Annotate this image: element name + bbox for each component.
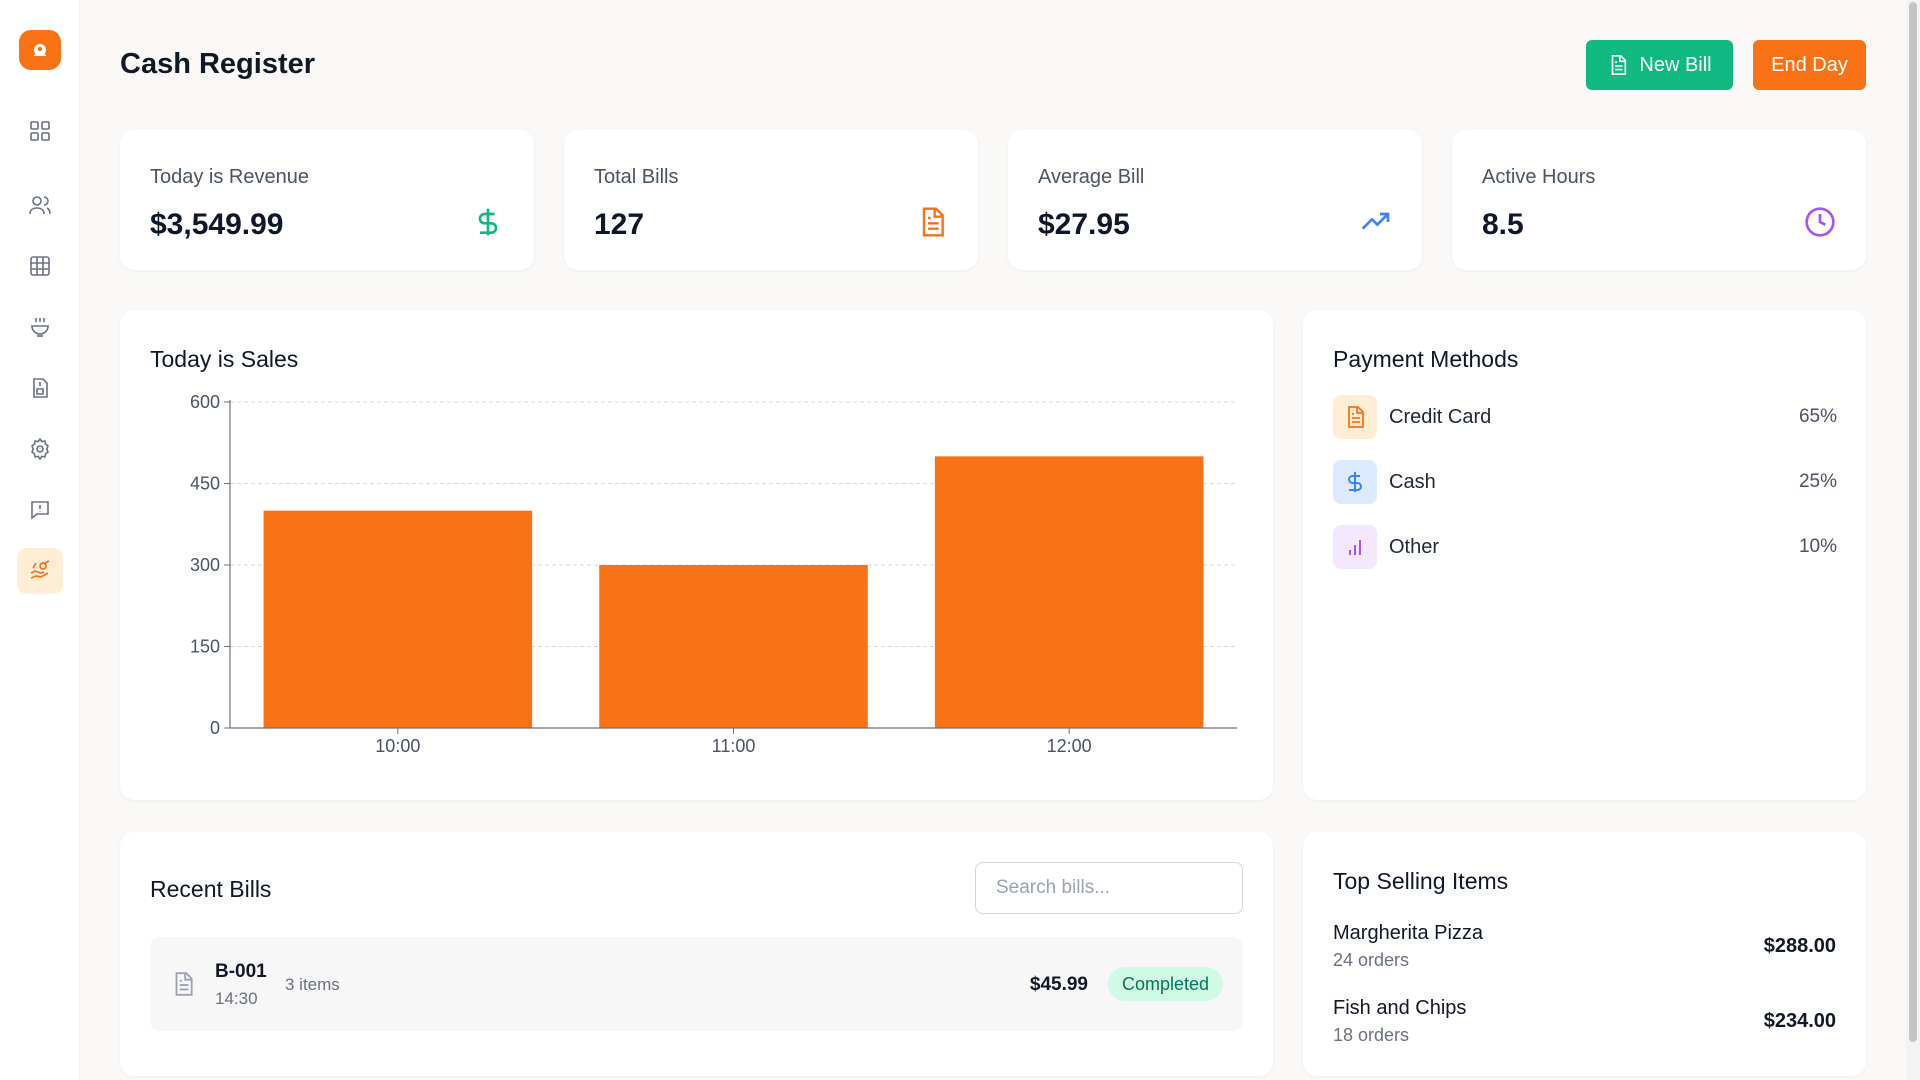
recent-bills-title: Recent Bills [150,876,272,902]
sales-bar-chart: 0 150 300 450 600 10:00 11:00 12:00 [190,392,1237,756]
payment-icon-box [1333,525,1377,569]
message-alert-icon [30,501,49,520]
clipboard-icon [32,378,48,398]
status-badge: Completed [1107,967,1223,1001]
bar [599,565,868,728]
document-icon [175,972,193,996]
document-icon [1612,55,1627,75]
item-amount: $288.00 [1763,935,1836,957]
stat-card-revenue: Today is Revenue $3,549.99 [120,130,534,270]
stat-card-average-bill: Average Bill $27.95 [1008,130,1422,270]
document-icon [1348,406,1364,428]
top-selling-card: Top Selling Items Margherita Pizza 24 or… [1303,832,1866,1076]
bar-chart-icon [1349,540,1361,555]
stat-label: Active Hours [1482,166,1596,188]
x-tick-label: 10:00 [375,736,420,756]
new-bill-button[interactable]: New Bill [1586,40,1733,90]
stat-value: $3,549.99 [150,208,284,241]
stat-card-total-bills: Total Bills 127 [564,130,978,270]
y-tick-label: 300 [190,555,220,575]
gear-icon [30,437,49,461]
table-icon [29,256,50,276]
sales-chart-card: Today is Sales 0 150 300 450 600 10:00 11:00 12… [120,310,1273,800]
stat-card-active-hours: Active Hours 8.5 [1452,130,1866,270]
sidebar [0,0,80,1080]
item-orders: 24 orders [1333,950,1410,970]
stat-label: Today is Revenue [150,166,309,188]
sidebar-item-tables[interactable] [17,243,63,289]
payment-method-other: Other 10% [1333,525,1837,569]
hand-coins-icon [30,560,49,579]
sidebar-item-feedback[interactable] [17,487,63,533]
trending-up-icon [1361,212,1390,230]
document-icon [922,207,944,237]
sidebar-item-menu[interactable] [17,304,63,350]
item-orders: 18 orders [1333,1025,1410,1045]
page-scrollbar[interactable] [1906,0,1920,1080]
top-selling-title: Top Selling Items [1333,868,1509,894]
new-bill-label: New Bill [1639,53,1712,76]
y-tick-label: 600 [190,392,220,412]
payment-methods-title: Payment Methods [1333,346,1519,372]
stat-value: 8.5 [1482,208,1524,241]
payment-method-percent: 65% [1798,406,1837,427]
dollar-icon [478,208,498,236]
clock-icon [1805,207,1835,237]
stat-value: 127 [594,208,645,241]
payment-method-label: Cash [1389,470,1436,493]
bill-id: B-001 [215,961,267,982]
payment-method-cash: Cash 25% [1333,460,1837,504]
sidebar-item-orders[interactable] [17,365,63,411]
x-tick-label: 11:00 [712,736,756,756]
search-bills-input[interactable] [975,862,1243,914]
bill-row[interactable]: B-001 14:30 3 items $45.99 Completed [150,937,1243,1031]
logo-icon [33,44,46,56]
payment-icon-box [1333,395,1377,439]
sidebar-item-settings[interactable] [17,426,63,472]
bill-time: 14:30 [215,989,258,1008]
stat-value: $27.95 [1038,208,1130,241]
payment-method-credit-card: Credit Card 65% [1333,395,1837,439]
bill-item-count: 3 items [285,975,340,994]
scrollbar-thumb[interactable] [1909,2,1917,1042]
bar [934,456,1204,728]
recent-bills-card: Recent Bills B-001 14:30 3 items $45.99 … [120,832,1273,1076]
bill-amount: $45.99 [1029,974,1088,995]
payment-method-percent: 25% [1798,471,1837,492]
y-tick-label: 150 [190,637,220,657]
y-tick-label: 450 [190,474,220,494]
sidebar-item-dashboard[interactable] [17,108,63,154]
x-tick-label: 12:00 [1047,736,1092,756]
app-logo[interactable] [18,30,61,70]
sidebar-item-users[interactable] [17,182,63,228]
bar [263,510,533,728]
sales-chart-title: Today is Sales [150,346,299,372]
stat-label: Total Bills [594,166,679,188]
y-tick-label: 0 [210,718,220,738]
item-name: Margherita Pizza [1333,922,1484,944]
users-icon [28,196,51,215]
payment-methods-card: Payment Methods Credit Card 65% Cash 25% [1303,310,1866,800]
payment-method-label: Credit Card [1389,405,1492,428]
page-title: Cash Register [120,48,316,80]
stat-label: Average Bill [1038,166,1145,188]
dollar-icon [1348,472,1362,492]
payment-method-percent: 10% [1798,536,1837,557]
payment-icon-box [1333,460,1377,504]
payment-method-label: Other [1389,535,1440,558]
item-amount: $234.00 [1763,1010,1836,1032]
sidebar-item-cash-register[interactable] [16,548,63,594]
bowl-icon [30,318,49,337]
grid-icon [29,121,50,141]
item-name: Fish and Chips [1333,997,1467,1019]
end-day-button[interactable]: End Day [1753,40,1866,90]
